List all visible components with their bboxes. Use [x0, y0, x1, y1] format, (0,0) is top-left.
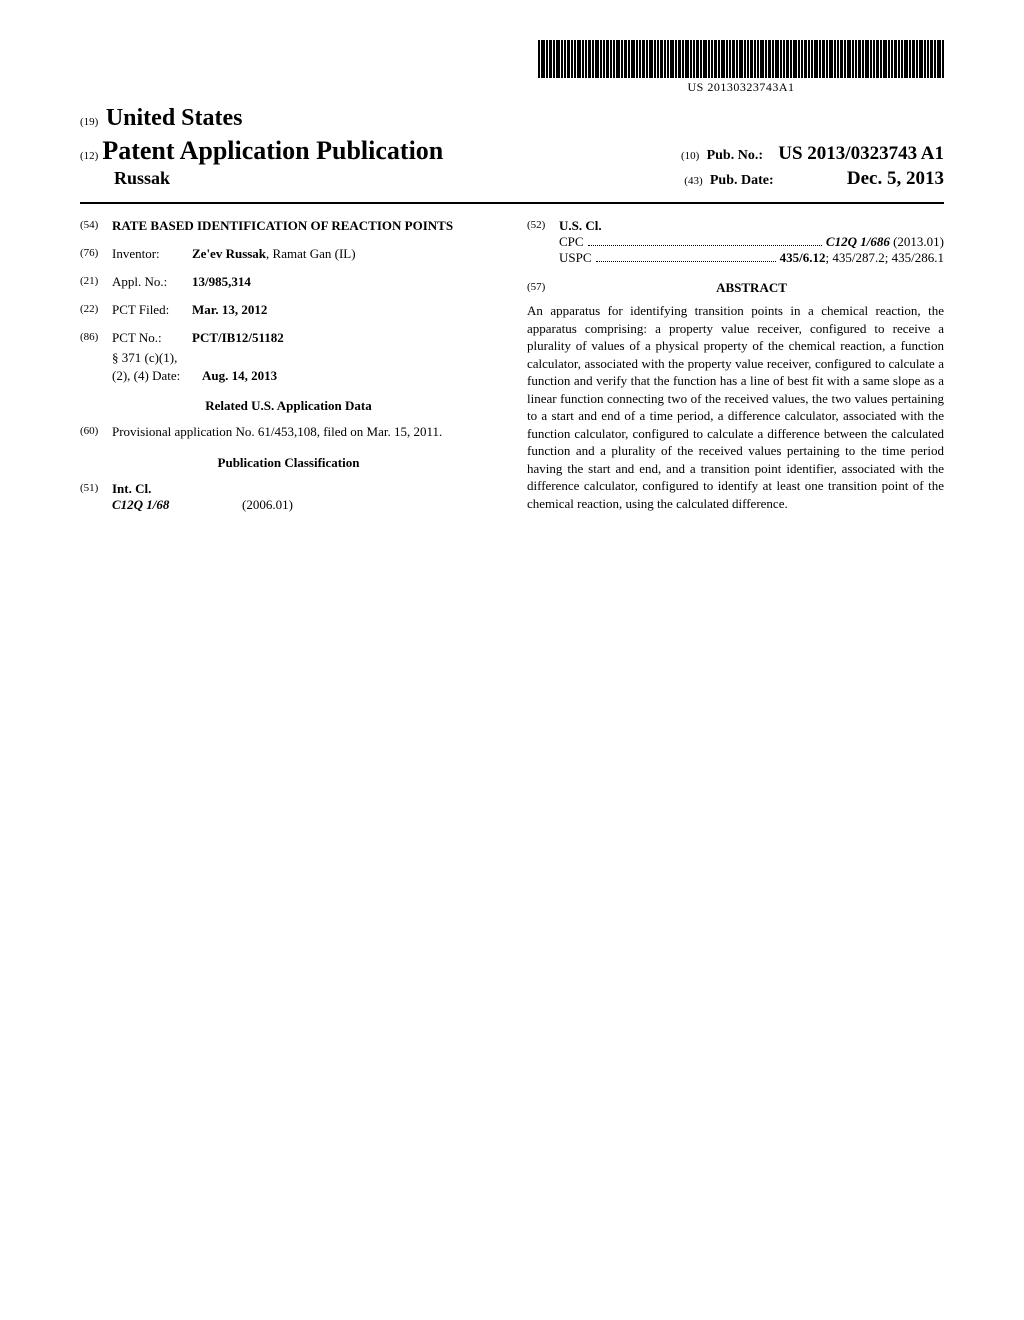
cpc-value: C12Q 1/686 (2013.01) [826, 234, 944, 250]
sect-371-row1: § 371 (c)(1), [80, 350, 497, 366]
provisional-text: Provisional application No. 61/453,108, … [112, 424, 497, 441]
appl-no: 13/985,314 [192, 274, 497, 290]
pub-type-code: (12) [80, 150, 98, 162]
provisional-row: (60) Provisional application No. 61/453,… [80, 424, 497, 441]
us-cl-label: U.S. Cl. [559, 218, 944, 234]
int-cl-code: (51) [80, 481, 112, 494]
pct-filed-row: (22) PCT Filed: Mar. 13, 2012 [80, 302, 497, 318]
abstract-header-row: (57) ABSTRACT [527, 280, 944, 296]
pub-date-code: (43) [684, 175, 702, 187]
right-column: (52) U.S. Cl. CPC C12Q 1/686 (2013.01) U… [527, 218, 944, 517]
inventor-label: Inventor: [112, 246, 192, 262]
invention-title: RATE BASED IDENTIFICATION OF REACTION PO… [112, 218, 497, 234]
title-code: (54) [80, 218, 112, 231]
uspc-label: USPC [559, 250, 592, 266]
sect-371-row2: (2), (4) Date: Aug. 14, 2013 [80, 368, 497, 384]
inventor-code: (76) [80, 246, 112, 259]
abstract-heading: ABSTRACT [559, 280, 944, 296]
pub-no-label: Pub. No.: [707, 148, 763, 163]
header-section: (19) United States (12) Patent Applicati… [80, 105, 944, 190]
pub-no-block: (10) Pub. No.: US 2013/0323743 A1 [681, 143, 944, 165]
int-cl-code-value: C12Q 1/68 [112, 497, 242, 513]
pub-date-value: Dec. 5, 2013 [847, 168, 944, 189]
title-field-row: (54) RATE BASED IDENTIFICATION OF REACTI… [80, 218, 497, 234]
pub-type: Patent Application Publication [102, 136, 443, 166]
inventor-value: Ze'ev Russak, Ramat Gan (IL) [192, 246, 497, 262]
barcode-section: US 20130323743A1 [80, 40, 944, 95]
int-cl-row: (51) Int. Cl. C12Q 1/68 (2006.01) [80, 481, 497, 513]
appl-no-row: (21) Appl. No.: 13/985,314 [80, 274, 497, 290]
pct-no-row: (86) PCT No.: PCT/IB12/51182 [80, 330, 497, 346]
uspc-dots [596, 261, 776, 262]
pub-class-heading: Publication Classification [80, 455, 497, 471]
title-row: (12) Patent Application Publication (10)… [80, 136, 944, 166]
sect-371-date-label: (2), (4) Date: [112, 368, 202, 384]
author-row: Russak (43) Pub. Date: Dec. 5, 2013 [80, 168, 944, 190]
uspc-value: 435/6.12; 435/287.2; 435/286.1 [780, 250, 944, 266]
country-name: United States [106, 105, 243, 131]
inventor-location: , Ramat Gan (IL) [266, 246, 356, 261]
barcode: US 20130323743A1 [538, 40, 944, 95]
pct-filed-label: PCT Filed: [112, 302, 192, 318]
pct-no-label: PCT No.: [112, 330, 192, 346]
sect-371-date: Aug. 14, 2013 [202, 368, 497, 384]
abstract-code: (57) [527, 280, 559, 293]
us-cl-code: (52) [527, 218, 559, 231]
country-code: (19) [80, 116, 98, 128]
divider [80, 202, 944, 204]
barcode-bars [538, 40, 944, 78]
left-column: (54) RATE BASED IDENTIFICATION OF REACTI… [80, 218, 497, 517]
pct-filed-code: (22) [80, 302, 112, 315]
inventor-name: Ze'ev Russak [192, 246, 266, 261]
related-heading: Related U.S. Application Data [80, 398, 497, 414]
pct-no-code: (86) [80, 330, 112, 343]
cpc-label: CPC [559, 234, 584, 250]
int-cl-label: Int. Cl. [112, 481, 497, 497]
content: (54) RATE BASED IDENTIFICATION OF REACTI… [80, 218, 944, 517]
cpc-line: CPC C12Q 1/686 (2013.01) [559, 234, 944, 250]
country-line: (19) United States [80, 105, 944, 132]
cpc-dots [588, 245, 822, 246]
pct-no: PCT/IB12/51182 [192, 330, 497, 346]
pub-date-label: Pub. Date: [710, 173, 774, 188]
pct-filed-date: Mar. 13, 2012 [192, 302, 497, 318]
int-cl-year: (2006.01) [242, 497, 293, 513]
inventor-row: (76) Inventor: Ze'ev Russak, Ramat Gan (… [80, 246, 497, 262]
sect-371-label: § 371 (c)(1), [112, 350, 497, 366]
barcode-text: US 20130323743A1 [538, 80, 944, 95]
pub-date-block: (43) Pub. Date: Dec. 5, 2013 [684, 168, 944, 190]
provisional-code: (60) [80, 424, 112, 437]
int-cl-item: C12Q 1/68 (2006.01) [112, 497, 497, 513]
pub-no-code: (10) [681, 150, 699, 162]
us-cl-row: (52) U.S. Cl. CPC C12Q 1/686 (2013.01) U… [527, 218, 944, 266]
uspc-line: USPC 435/6.12; 435/287.2; 435/286.1 [559, 250, 944, 266]
appl-code: (21) [80, 274, 112, 287]
abstract-text: An apparatus for identifying transition … [527, 302, 944, 513]
pub-no-value: US 2013/0323743 A1 [778, 143, 944, 164]
author-name: Russak [114, 168, 170, 189]
appl-label: Appl. No.: [112, 274, 192, 290]
